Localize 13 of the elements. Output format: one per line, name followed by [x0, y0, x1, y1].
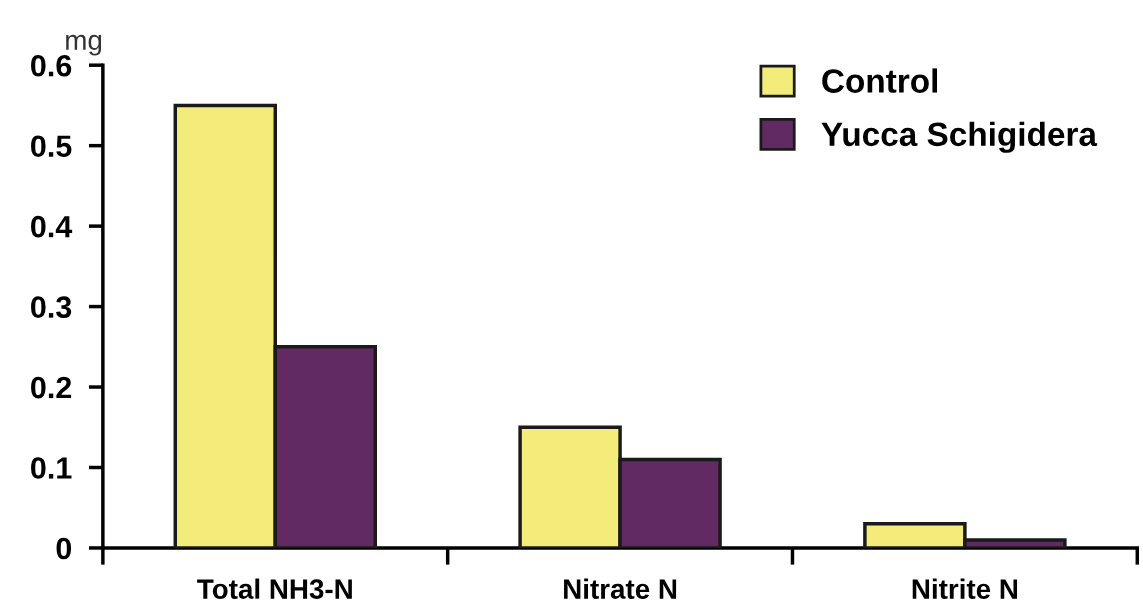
x-tick-label: Total NH3-N	[197, 578, 352, 599]
y-tick-label: 0.5	[31, 135, 72, 158]
legend-label: Yucca Schigidera	[821, 121, 1098, 153]
x-tick-label: Nitrate N	[564, 578, 677, 599]
legend-label: Control	[822, 68, 938, 93]
x-tick-label: Nitrite N	[912, 578, 1018, 599]
y-tick-label: 0.1	[31, 457, 72, 479]
y-axis-title: mg	[66, 34, 102, 56]
y-tick-label: 0.4	[31, 215, 73, 238]
y-tick-label: 0.3	[31, 296, 72, 318]
y-tick-label: 0	[56, 537, 72, 560]
y-tick-label: 0.2	[31, 376, 72, 399]
y-tick-label: 0.6	[31, 54, 72, 77]
